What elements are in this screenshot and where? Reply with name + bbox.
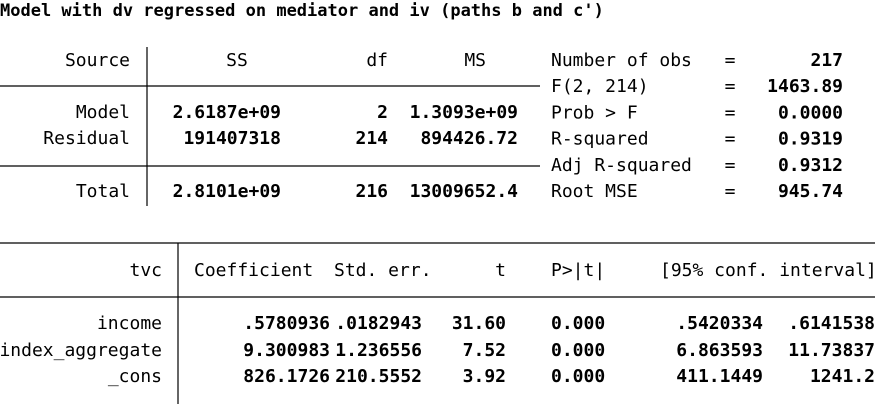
stat-label: F(2, 214) <box>551 76 649 97</box>
coef-cell: 826.1726 <box>243 366 330 387</box>
anova-cell: 2.8101e+09 <box>173 181 281 202</box>
anova-header: Source <box>65 50 130 71</box>
stat-separator: = <box>725 181 736 202</box>
stat-separator: = <box>725 102 736 123</box>
anova-cell: 191407318 <box>183 128 281 149</box>
stat-value: 945.74 <box>778 181 843 202</box>
stat-value: 217 <box>810 50 843 71</box>
coef-cell: 6.863593 <box>676 340 763 361</box>
coef-cell: .5420334 <box>676 313 763 334</box>
anova-cell: 2.6187e+09 <box>173 102 281 123</box>
anova-cell: 13009652.4 <box>410 181 519 202</box>
coef-header: tvc <box>129 260 162 281</box>
stat-value: 1463.89 <box>767 76 843 97</box>
coef-header: Coefficient <box>194 260 313 281</box>
stat-value: 0.9319 <box>778 129 843 150</box>
stat-separator: = <box>725 129 736 150</box>
coef-cell: .5780936 <box>243 313 330 334</box>
anova-cell: 1.3093e+09 <box>410 102 518 123</box>
stat-separator: = <box>725 50 736 71</box>
anova-row-label: Residual <box>43 128 130 149</box>
stat-label: Adj R-squared <box>551 155 692 176</box>
coef-row-label: _cons <box>108 366 162 387</box>
coef-cell: 31.60 <box>452 313 506 334</box>
coef-cell: 0.000 <box>551 313 605 334</box>
stat-label: Number of obs <box>551 50 692 71</box>
stat-label: Prob > F <box>551 102 638 123</box>
stat-label: R-squared <box>551 129 649 150</box>
anova-cell: 214 <box>355 128 388 149</box>
title: Model with dv regressed on mediator and … <box>0 1 604 21</box>
coef-row-label: income <box>97 313 162 334</box>
coef-cell: 3.92 <box>463 366 506 387</box>
stat-separator: = <box>725 155 736 176</box>
anova-cell: 216 <box>355 181 388 202</box>
coef-cell: .0182943 <box>335 313 422 334</box>
coef-cell: 0.000 <box>551 366 605 387</box>
coef-cell: 9.300983 <box>243 340 330 361</box>
coef-header: [95% conf. interval] <box>660 260 875 281</box>
anova-cell: 894426.72 <box>420 128 518 149</box>
stat-value: 0.9312 <box>778 155 843 176</box>
stat-value: 0.0000 <box>778 102 843 123</box>
coef-cell: 1241.2 <box>810 366 875 387</box>
coef-row-label: index_aggregate <box>0 340 162 361</box>
coef-cell: .6141538 <box>788 313 875 334</box>
coef-cell: 210.5552 <box>335 366 422 387</box>
coef-cell: 0.000 <box>551 340 605 361</box>
coef-cell: 11.73837 <box>788 340 875 361</box>
coef-header: t <box>495 260 506 281</box>
stat-separator: = <box>725 76 736 97</box>
coef-cell: 1.236556 <box>335 340 422 361</box>
coef-header: P>|t| <box>551 260 605 281</box>
coef-cell: 7.52 <box>463 340 506 361</box>
anova-header: df <box>366 50 388 71</box>
anova-header: MS <box>464 50 486 71</box>
coef-header: Std. err. <box>334 260 432 281</box>
anova-header: SS <box>226 50 248 71</box>
stat-label: Root MSE <box>551 181 638 202</box>
anova-cell: 2 <box>377 102 388 123</box>
anova-row-label: Total <box>76 181 130 202</box>
coef-cell: 411.1449 <box>676 366 763 387</box>
anova-row-label: Model <box>76 102 130 123</box>
